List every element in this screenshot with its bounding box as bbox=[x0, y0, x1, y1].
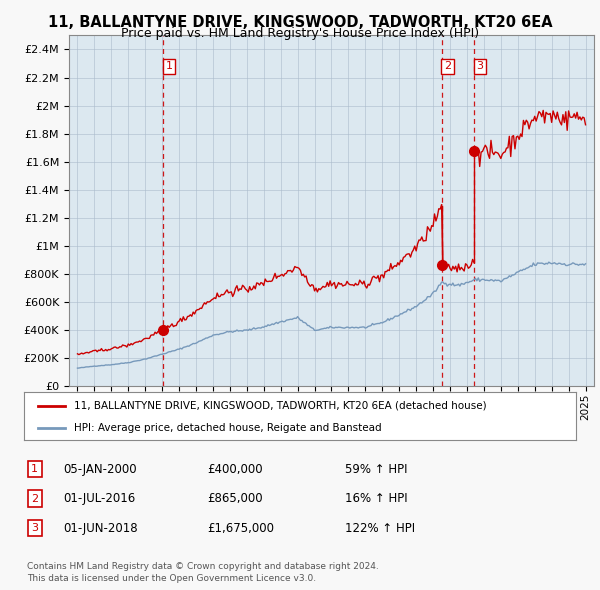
Text: Price paid vs. HM Land Registry's House Price Index (HPI): Price paid vs. HM Land Registry's House … bbox=[121, 27, 479, 40]
Text: 122% ↑ HPI: 122% ↑ HPI bbox=[345, 522, 415, 535]
Text: 2: 2 bbox=[31, 494, 38, 503]
Text: 3: 3 bbox=[31, 523, 38, 533]
Text: 05-JAN-2000: 05-JAN-2000 bbox=[63, 463, 137, 476]
Text: 11, BALLANTYNE DRIVE, KINGSWOOD, TADWORTH, KT20 6EA (detached house): 11, BALLANTYNE DRIVE, KINGSWOOD, TADWORT… bbox=[74, 401, 487, 411]
Text: Contains HM Land Registry data © Crown copyright and database right 2024.
This d: Contains HM Land Registry data © Crown c… bbox=[27, 562, 379, 583]
Text: 59% ↑ HPI: 59% ↑ HPI bbox=[345, 463, 407, 476]
Text: 11, BALLANTYNE DRIVE, KINGSWOOD, TADWORTH, KT20 6EA: 11, BALLANTYNE DRIVE, KINGSWOOD, TADWORT… bbox=[47, 15, 553, 30]
Text: £865,000: £865,000 bbox=[207, 492, 263, 505]
Text: 16% ↑ HPI: 16% ↑ HPI bbox=[345, 492, 407, 505]
Text: 01-JUL-2016: 01-JUL-2016 bbox=[63, 492, 135, 505]
Text: 1: 1 bbox=[31, 464, 38, 474]
Text: 1: 1 bbox=[166, 61, 172, 71]
Text: 2: 2 bbox=[444, 61, 451, 71]
Text: £400,000: £400,000 bbox=[207, 463, 263, 476]
Text: HPI: Average price, detached house, Reigate and Banstead: HPI: Average price, detached house, Reig… bbox=[74, 423, 382, 432]
Text: 01-JUN-2018: 01-JUN-2018 bbox=[63, 522, 137, 535]
Text: £1,675,000: £1,675,000 bbox=[207, 522, 274, 535]
Text: 3: 3 bbox=[476, 61, 484, 71]
